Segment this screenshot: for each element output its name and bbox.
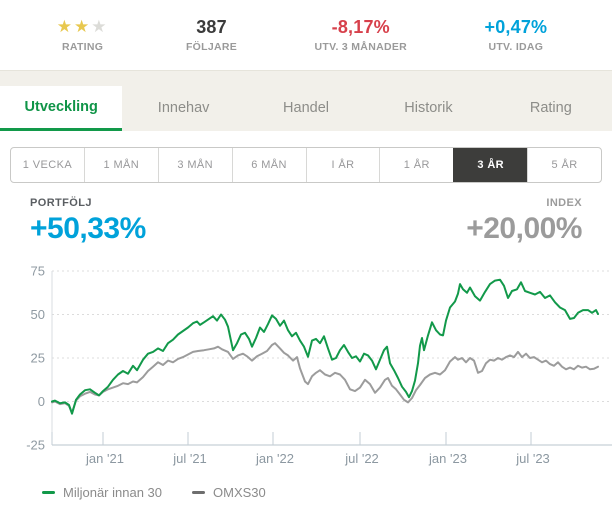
legend-label-portfolio: Miljonär innan 30 [63, 485, 163, 500]
star-empty-icon: ★ [91, 17, 109, 36]
range-1-man[interactable]: 1 MÅN [83, 148, 158, 182]
stat-label: UTV. IDAG [488, 41, 544, 53]
svg-text:jul '23: jul '23 [515, 451, 550, 466]
performance-summary: PORTFÖLJ +50,33% INDEX +20,00% [10, 197, 602, 246]
performance-line-chart: 75 50 25 0 -25 jan '21 jul '21 jan '22 jul '22 ja… [26, 264, 612, 466]
svg-text:50: 50 [31, 307, 45, 322]
svg-text:jan '23: jan '23 [428, 451, 467, 466]
portfolio-performance: PORTFÖLJ +50,33% [30, 197, 146, 246]
time-range-selector: 1 VECKA 1 MÅN 3 MÅN 6 MÅN I ÅR 1 ÅR 3 ÅR… [10, 147, 602, 183]
tab-utveckling[interactable]: Utveckling [0, 86, 123, 131]
tab-rating[interactable]: Rating [529, 100, 572, 116]
tab-innehav[interactable]: Innehav [157, 100, 210, 116]
three-month-change-value: -8,17% [331, 17, 390, 37]
range-3-man[interactable]: 3 MÅN [157, 148, 232, 182]
rating-stars: ★★★ [57, 17, 109, 37]
range-1-ar[interactable]: 1 ÅR [379, 148, 453, 182]
svg-text:jan '21: jan '21 [85, 451, 124, 466]
range-5-ar[interactable]: 5 ÅR [527, 148, 601, 182]
star-icon: ★ [56, 17, 74, 36]
svg-text:75: 75 [31, 264, 45, 279]
stat-3month-change: -8,17% UTV. 3 MÅNADER [315, 17, 408, 53]
legend-item-portfolio: Miljonär innan 30 [42, 485, 162, 500]
stat-label: RATING [61, 41, 104, 53]
range-6-man[interactable]: 6 MÅN [231, 148, 306, 182]
tab-handel[interactable]: Handel [283, 100, 329, 116]
profile-stats-header: ★★★ RATING 387 FÖLJARE -8,17% UTV. 3 MÅN… [0, 0, 612, 70]
section-tabbar: Utveckling Innehav Handel Historik Ratin… [0, 70, 612, 131]
legend-item-omxs30: OMXS30 [192, 485, 266, 500]
stat-label: FÖLJARE [185, 41, 238, 53]
portfolio-label: PORTFÖLJ [30, 197, 92, 209]
svg-text:jul '21: jul '21 [172, 451, 207, 466]
omxs30-line-swatch-icon [192, 491, 206, 494]
legend-label-omxs30: OMXS30 [213, 485, 266, 500]
followers-value: 387 [196, 17, 227, 37]
stat-label: UTV. 3 MÅNADER [314, 41, 408, 53]
range-1-vecka[interactable]: 1 VECKA [22, 159, 73, 171]
range-3-ar[interactable]: 3 ÅR [453, 148, 528, 182]
svg-text:-25: -25 [26, 438, 45, 453]
svg-text:0: 0 [38, 394, 45, 409]
performance-chart-area: 75 50 25 0 -25 jan '21 jul '21 jan '22 jul '22 ja… [0, 256, 612, 473]
stat-followers: 387 FÖLJARE [186, 17, 237, 53]
chart-legend: Miljonär innan 30 OMXS30 [0, 485, 612, 500]
svg-text:jan '22: jan '22 [255, 451, 294, 466]
portfolio-line-swatch-icon [42, 491, 55, 494]
range-i-ar[interactable]: I ÅR [305, 148, 380, 182]
utveckling-panel: 1 VECKA 1 MÅN 3 MÅN 6 MÅN I ÅR 1 ÅR 3 ÅR… [0, 147, 612, 246]
index-value: +20,00% [466, 212, 582, 245]
index-performance: INDEX +20,00% [466, 197, 582, 246]
tab-historik[interactable]: Historik [404, 100, 453, 116]
index-label: INDEX [546, 197, 582, 209]
stat-rating: ★★★ RATING [57, 17, 109, 53]
tabs: Utveckling Innehav Handel Historik Ratin… [0, 86, 612, 131]
star-icon: ★ [73, 17, 92, 36]
portfolio-value: +50,33% [30, 212, 146, 245]
svg-text:jul '22: jul '22 [344, 451, 379, 466]
stat-today-change: +0,47% UTV. IDAG [485, 17, 548, 53]
today-change-value: +0,47% [484, 17, 548, 37]
svg-text:25: 25 [31, 351, 45, 366]
